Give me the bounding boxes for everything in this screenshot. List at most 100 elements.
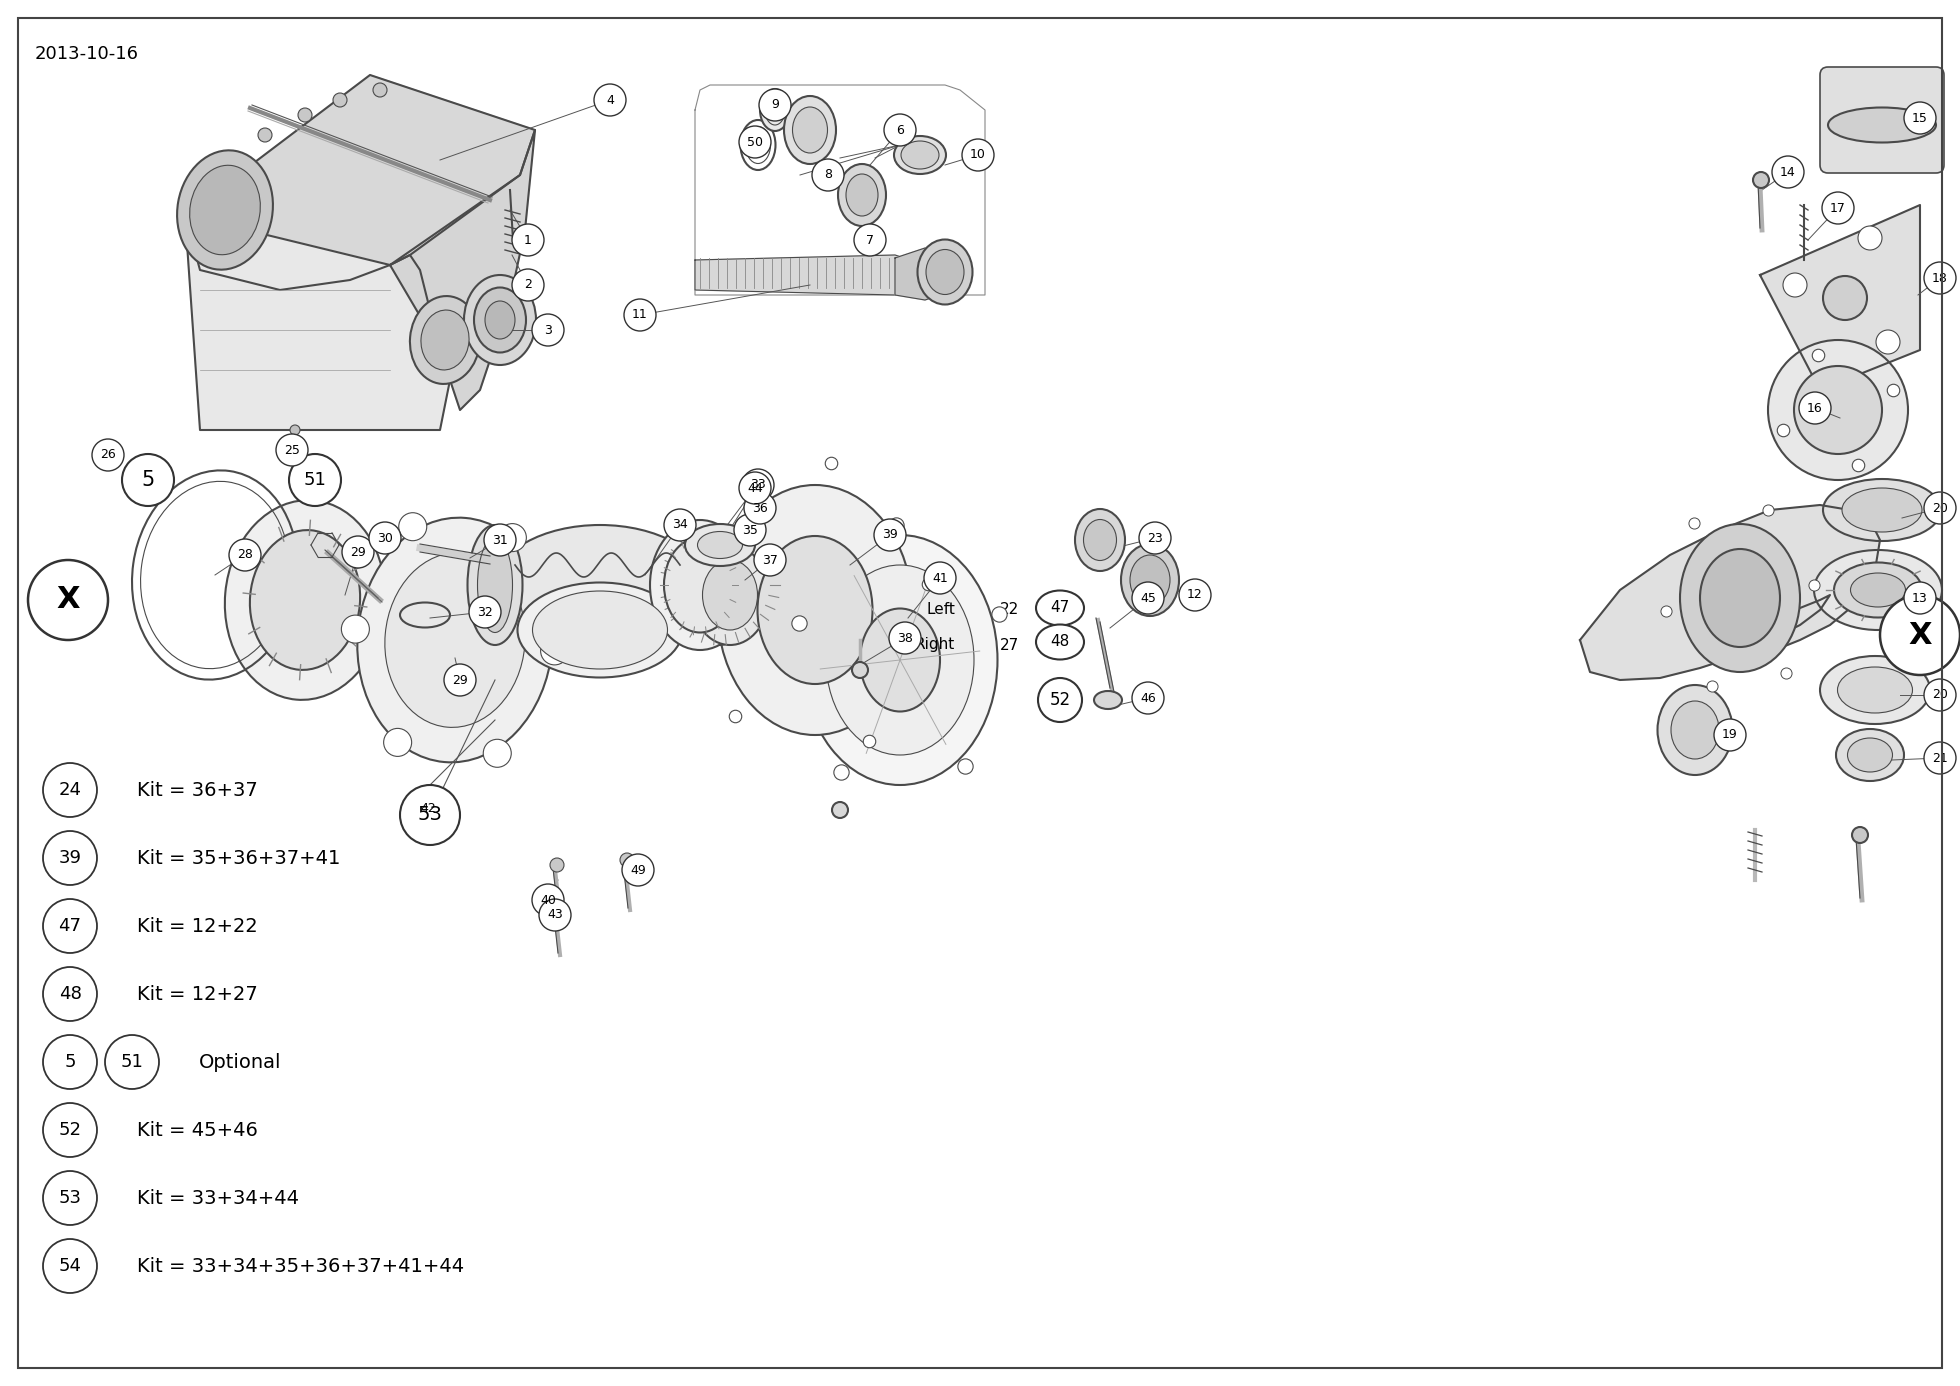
Ellipse shape: [1672, 701, 1719, 760]
Ellipse shape: [1842, 488, 1923, 532]
Circle shape: [412, 791, 445, 825]
Circle shape: [384, 729, 412, 757]
Circle shape: [743, 468, 774, 500]
Text: 28: 28: [237, 549, 253, 561]
Circle shape: [551, 858, 564, 872]
Ellipse shape: [517, 582, 682, 678]
Text: 48: 48: [59, 985, 82, 1003]
Text: 48: 48: [1051, 635, 1070, 650]
Ellipse shape: [384, 553, 525, 728]
Text: 30: 30: [376, 531, 392, 545]
Ellipse shape: [1074, 509, 1125, 571]
Ellipse shape: [917, 240, 972, 305]
Text: 51: 51: [122, 1053, 143, 1071]
Ellipse shape: [1131, 554, 1170, 606]
Polygon shape: [896, 248, 945, 299]
Ellipse shape: [474, 287, 525, 352]
Text: 33: 33: [751, 478, 766, 492]
Circle shape: [43, 764, 96, 816]
Circle shape: [811, 159, 845, 191]
Circle shape: [884, 114, 915, 146]
Circle shape: [594, 85, 625, 116]
Ellipse shape: [698, 531, 743, 559]
Text: Kit = 33+34+44: Kit = 33+34+44: [137, 1189, 300, 1207]
Ellipse shape: [176, 150, 272, 270]
Circle shape: [1713, 719, 1746, 751]
Text: 14: 14: [1780, 165, 1795, 179]
Ellipse shape: [1037, 625, 1084, 660]
Text: 19: 19: [1723, 729, 1739, 742]
Text: Optional: Optional: [200, 1052, 282, 1071]
Circle shape: [368, 523, 402, 554]
Ellipse shape: [839, 164, 886, 226]
Ellipse shape: [190, 165, 261, 255]
Polygon shape: [184, 75, 535, 290]
Circle shape: [1925, 262, 1956, 294]
Circle shape: [43, 1103, 96, 1157]
Circle shape: [531, 315, 564, 346]
Text: Right: Right: [915, 638, 955, 653]
Text: Kit = 12+22: Kit = 12+22: [137, 916, 259, 936]
Text: 54: 54: [59, 1257, 82, 1275]
Ellipse shape: [1835, 563, 1923, 618]
Text: Left: Left: [927, 603, 955, 618]
Text: 13: 13: [1913, 592, 1929, 604]
Circle shape: [1858, 226, 1882, 249]
Text: 17: 17: [1831, 201, 1846, 215]
Ellipse shape: [1680, 524, 1799, 672]
Circle shape: [298, 108, 312, 122]
Text: 11: 11: [633, 309, 649, 322]
Circle shape: [739, 126, 770, 158]
Circle shape: [333, 93, 347, 107]
Circle shape: [43, 832, 96, 886]
Circle shape: [1180, 579, 1211, 611]
Text: 5: 5: [65, 1053, 76, 1071]
Text: 45: 45: [1141, 592, 1156, 604]
Ellipse shape: [1658, 685, 1733, 775]
Circle shape: [759, 89, 792, 121]
Circle shape: [539, 900, 570, 931]
Ellipse shape: [1838, 667, 1913, 712]
Circle shape: [1772, 157, 1803, 188]
Circle shape: [1133, 682, 1164, 714]
Circle shape: [341, 536, 374, 568]
Circle shape: [288, 455, 341, 506]
Text: 53: 53: [417, 805, 443, 825]
Circle shape: [98, 450, 118, 470]
Text: X: X: [57, 585, 80, 614]
Ellipse shape: [1094, 692, 1121, 710]
Circle shape: [498, 524, 527, 552]
Ellipse shape: [1823, 480, 1940, 541]
Text: 24: 24: [59, 780, 82, 798]
Circle shape: [43, 1239, 96, 1293]
Ellipse shape: [249, 529, 361, 669]
Text: 12: 12: [1188, 589, 1203, 602]
Text: 29: 29: [351, 546, 367, 559]
Text: 18: 18: [1933, 272, 1948, 284]
Text: 42: 42: [419, 801, 435, 815]
Circle shape: [398, 513, 427, 541]
Ellipse shape: [664, 538, 737, 632]
Ellipse shape: [1821, 656, 1931, 723]
Text: 44: 44: [747, 481, 762, 495]
Polygon shape: [1760, 205, 1921, 389]
Text: 49: 49: [629, 863, 647, 876]
Circle shape: [923, 561, 956, 595]
Circle shape: [1752, 172, 1770, 188]
Circle shape: [229, 539, 261, 571]
Ellipse shape: [1815, 550, 1942, 631]
Circle shape: [43, 900, 96, 954]
Text: 40: 40: [541, 894, 557, 906]
Ellipse shape: [692, 545, 768, 644]
Text: 36: 36: [753, 502, 768, 514]
Circle shape: [1823, 193, 1854, 225]
Ellipse shape: [651, 520, 751, 650]
Ellipse shape: [468, 525, 523, 644]
Text: 5: 5: [141, 470, 155, 491]
Circle shape: [276, 434, 308, 466]
Ellipse shape: [533, 590, 668, 669]
Text: 2: 2: [523, 279, 531, 291]
Circle shape: [1925, 679, 1956, 711]
Ellipse shape: [1848, 737, 1893, 772]
Text: 25: 25: [284, 444, 300, 456]
